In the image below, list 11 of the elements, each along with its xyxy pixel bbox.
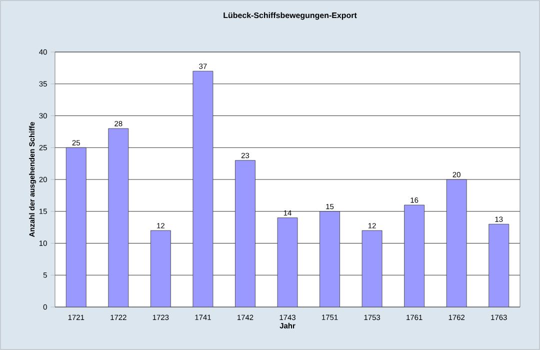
bar [404,204,425,307]
bar [192,70,214,307]
bar [108,128,129,307]
bar [488,224,510,307]
bar [235,160,256,307]
bar [362,230,382,307]
bar [150,230,171,307]
bar [320,211,340,307]
bar [66,147,86,307]
bar [446,179,467,307]
bar [277,218,298,307]
